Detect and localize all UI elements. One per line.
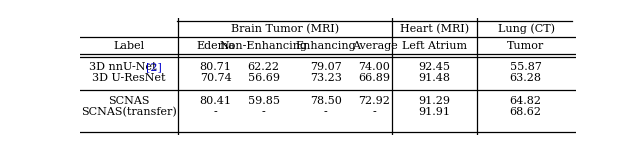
Text: 79.07: 79.07 [310,62,342,72]
Text: 73.23: 73.23 [310,73,342,83]
Text: Lung (CT): Lung (CT) [498,24,555,34]
Text: 3D nnU-Net: 3D nnU-Net [89,62,156,72]
Text: 62.22: 62.22 [248,62,280,72]
Text: Left Atrium: Left Atrium [402,41,467,51]
Text: Non-Enhancing: Non-Enhancing [220,41,308,51]
Text: -: - [324,107,328,117]
Text: -: - [262,107,266,117]
Text: 63.28: 63.28 [509,73,541,83]
Text: 92.45: 92.45 [418,62,450,72]
Text: 91.29: 91.29 [418,96,450,106]
Text: 70.74: 70.74 [200,73,232,83]
Text: Label: Label [113,41,145,51]
Text: -: - [214,107,218,117]
Text: Tumor: Tumor [507,41,544,51]
Text: 80.41: 80.41 [200,96,232,106]
Text: 3D U-ResNet: 3D U-ResNet [92,73,166,83]
Text: SCNAS(transfer): SCNAS(transfer) [81,107,177,117]
Text: 66.89: 66.89 [358,73,390,83]
Text: 91.91: 91.91 [418,107,450,117]
Text: 59.85: 59.85 [248,96,280,106]
Text: [2]: [2] [147,62,163,72]
Text: 78.50: 78.50 [310,96,342,106]
Text: Brain Tumor (MRI): Brain Tumor (MRI) [231,24,339,34]
Text: 80.71: 80.71 [200,62,232,72]
Text: -: - [372,107,376,117]
Text: Edema: Edema [196,41,235,51]
Text: Heart (MRI): Heart (MRI) [401,24,470,34]
Text: 55.87: 55.87 [509,62,541,72]
Text: 72.92: 72.92 [358,96,390,106]
Text: 56.69: 56.69 [248,73,280,83]
Text: 91.48: 91.48 [418,73,450,83]
Text: 74.00: 74.00 [358,62,390,72]
Text: 64.82: 64.82 [509,96,541,106]
Text: Average: Average [351,41,397,51]
Text: Enhancing: Enhancing [296,41,356,51]
Text: SCNAS: SCNAS [108,96,150,106]
Text: 68.62: 68.62 [509,107,541,117]
